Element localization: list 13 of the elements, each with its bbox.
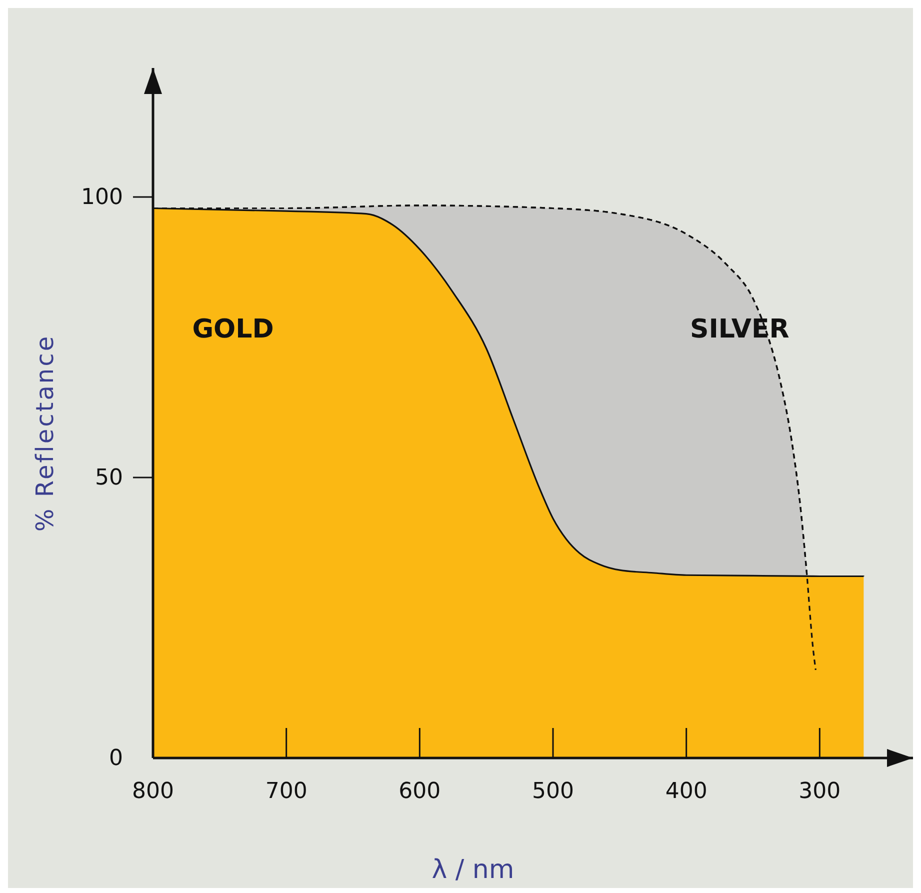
- x-tick-label: 800: [132, 779, 174, 804]
- x-tick-label: 500: [532, 779, 574, 804]
- series-label: SILVER: [690, 314, 790, 344]
- y-tick-label: 50: [95, 466, 123, 491]
- x-tick-label: 700: [265, 779, 308, 804]
- x-tick-label: 600: [398, 779, 441, 804]
- y-axis-title: % Reflectance: [31, 334, 59, 532]
- y-tick-label: 100: [81, 185, 123, 210]
- x-tick-label: 400: [665, 779, 708, 804]
- y-tick-label: 0: [109, 746, 123, 772]
- series-label: GOLD: [192, 314, 274, 344]
- x-tick-label: 300: [798, 779, 841, 804]
- x-axis-title: λ / nm: [432, 855, 514, 885]
